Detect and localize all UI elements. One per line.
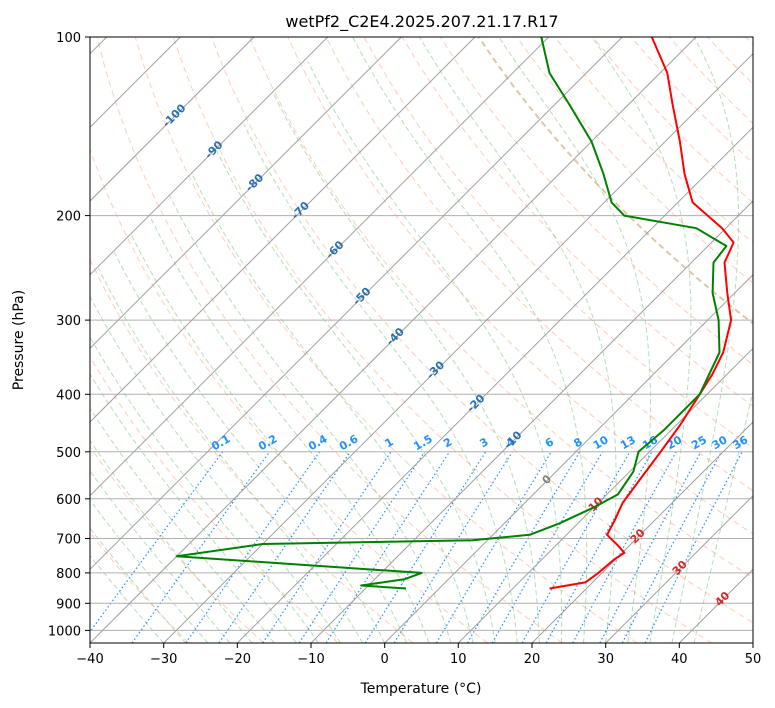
x-tick-label: 10 bbox=[450, 652, 467, 667]
y-tick-label: 700 bbox=[56, 533, 81, 548]
isotherm-line bbox=[531, 421, 753, 643]
isotherm-line bbox=[90, 37, 550, 497]
dry-adiabat-line bbox=[96, 37, 563, 643]
dry-adiabat-line bbox=[516, 37, 753, 284]
moist-adiabat-line bbox=[97, 267, 364, 643]
x-tick-label: 0 bbox=[381, 652, 389, 667]
mixing-ratio-line bbox=[521, 451, 631, 643]
dry-adiabat-line bbox=[287, 37, 753, 535]
moist-adiabat-line bbox=[591, 37, 692, 643]
mixing-ratio-line bbox=[325, 451, 451, 643]
isotherm-line bbox=[384, 273, 753, 643]
moist-adiabat-line bbox=[671, 37, 740, 643]
dry-adiabat-line bbox=[325, 37, 753, 492]
mixing-ratio-line bbox=[364, 451, 487, 643]
y-tick-label: 600 bbox=[56, 493, 81, 508]
isotherm-line bbox=[457, 347, 753, 643]
dry-adiabat-line bbox=[90, 355, 339, 643]
isotherm-line bbox=[90, 37, 402, 350]
x-tick-label: −10 bbox=[297, 652, 324, 667]
moist-adiabat-line bbox=[90, 407, 275, 643]
dry-adiabat-line bbox=[90, 445, 264, 643]
dewpoint-line bbox=[175, 37, 728, 590]
moist-adiabat-line bbox=[130, 234, 408, 643]
moist-adiabat-line bbox=[418, 37, 617, 643]
pressure-gridlines bbox=[90, 37, 753, 631]
y-tick-label: 900 bbox=[56, 597, 81, 612]
x-axis-label: Temperature (°C) bbox=[360, 681, 482, 697]
moist-adiabat-line bbox=[90, 335, 319, 643]
y-tick-label: 1000 bbox=[48, 624, 81, 639]
mixing-ratio-line bbox=[572, 451, 677, 643]
dry-adiabat-line bbox=[172, 37, 712, 643]
moist-adiabat-line bbox=[498, 37, 651, 643]
x-axis: −40 −30 −20 −10 0 10 20 30 40 50 bbox=[76, 643, 761, 667]
y-axis-label: Pressure (hPa) bbox=[11, 290, 27, 390]
x-tick-label: 30 bbox=[597, 652, 614, 667]
moist-adiabat-line bbox=[169, 195, 452, 643]
moist-adiabat-line bbox=[352, 37, 588, 643]
x-tick-label: 20 bbox=[524, 652, 541, 667]
mixing-ratio-line bbox=[435, 451, 552, 643]
y-tick-label: 200 bbox=[56, 210, 81, 225]
chart-title: wetPf2_C2E4.2025.207.21.17.R17 bbox=[285, 12, 558, 32]
isotherm-line bbox=[90, 37, 697, 643]
moist-adiabat-line bbox=[149, 215, 430, 643]
isotherm-line bbox=[90, 37, 476, 423]
moist-adiabat-line bbox=[90, 527, 187, 643]
moist-adiabat-line bbox=[90, 470, 231, 643]
temperature-line bbox=[549, 37, 735, 590]
dry-adiabat-line bbox=[134, 37, 638, 643]
sounding-series bbox=[175, 37, 735, 590]
isotherm-line bbox=[90, 37, 329, 276]
dry-adiabat-line bbox=[90, 258, 414, 643]
y-tick-label: 500 bbox=[56, 446, 81, 461]
mixing-ratio-line bbox=[90, 451, 224, 633]
x-tick-label: 50 bbox=[745, 652, 762, 667]
moist-adiabat-line bbox=[307, 61, 563, 643]
mixing-ratio-line bbox=[599, 451, 702, 643]
isotherm-line bbox=[90, 37, 623, 571]
y-tick-label: 100 bbox=[56, 31, 81, 46]
mixing-ratio-lines bbox=[90, 451, 743, 643]
plot-area: 0.1 0.2 0.4 0.6 1 1.5 2 3 4 6 8 10 13 16 20 25 30 36-100-… bbox=[90, 37, 753, 643]
x-tick-label: −30 bbox=[150, 652, 177, 667]
isotherms bbox=[90, 37, 753, 643]
y-tick-label: 800 bbox=[56, 567, 81, 582]
mixing-ratio-line bbox=[262, 451, 392, 643]
isotherm-line bbox=[90, 37, 255, 202]
moist-adiabat-line bbox=[90, 295, 341, 643]
isotherm-line bbox=[605, 494, 753, 643]
isotherm-line bbox=[163, 52, 753, 643]
y-axis: 100 200 300 400 500 600 700 800 900 1000 bbox=[48, 31, 90, 639]
plot-frame bbox=[89, 36, 754, 644]
x-tick-label: 40 bbox=[671, 652, 688, 667]
moist-adiabat-line bbox=[113, 251, 386, 643]
moist-adiabat-line bbox=[273, 94, 540, 643]
y-tick-label: 300 bbox=[56, 314, 81, 329]
moist-adiabat-line bbox=[90, 439, 253, 643]
x-tick-label: −20 bbox=[224, 652, 251, 667]
mixing-ratio-line bbox=[131, 451, 271, 643]
mixing-ratio-line bbox=[644, 451, 743, 643]
moist-adiabat-line bbox=[191, 173, 474, 643]
dry-adiabat-line bbox=[211, 37, 753, 624]
y-tick-label: 400 bbox=[56, 388, 81, 403]
mixing-ratio-line bbox=[298, 451, 426, 643]
mixing-ratio-line bbox=[185, 451, 321, 643]
moist-adiabat-line bbox=[693, 389, 753, 643]
x-tick-label: −40 bbox=[76, 652, 103, 667]
mixing-ratio-line bbox=[218, 451, 351, 643]
